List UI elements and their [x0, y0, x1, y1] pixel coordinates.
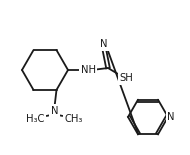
Text: N: N [167, 112, 175, 122]
Text: N: N [100, 39, 108, 49]
Text: SH: SH [119, 73, 133, 83]
Text: H₃C: H₃C [26, 114, 45, 124]
Text: NH: NH [81, 65, 96, 75]
Text: CH₃: CH₃ [64, 114, 83, 124]
Text: N: N [51, 106, 58, 116]
